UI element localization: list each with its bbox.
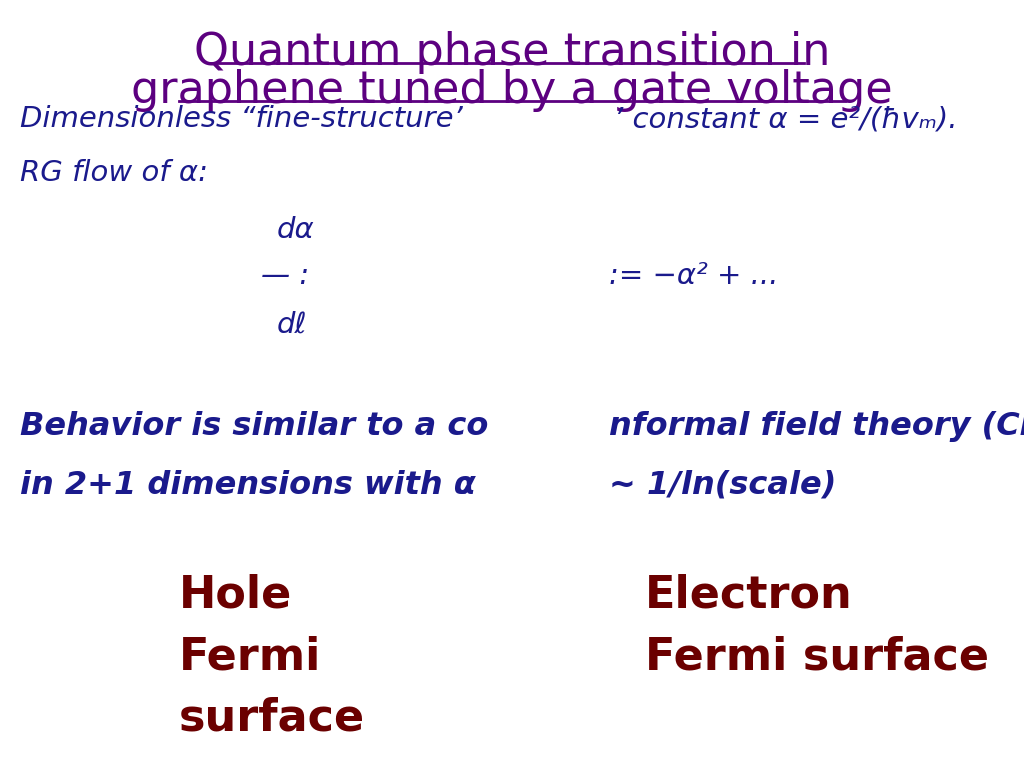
Text: graphene tuned by a gate voltage: graphene tuned by a gate voltage <box>131 69 893 112</box>
Text: in 2+1 dimensions with α: in 2+1 dimensions with α <box>20 470 476 501</box>
Text: dα: dα <box>276 217 314 244</box>
Text: Fermi surface: Fermi surface <box>645 635 989 678</box>
Text: ~ 1/ln(scale): ~ 1/ln(scale) <box>609 470 837 501</box>
Text: ’ constant α = e²/(ħvₘ).: ’ constant α = e²/(ħvₘ). <box>614 105 957 133</box>
Text: Dimensionless “fine-structure’: Dimensionless “fine-structure’ <box>20 105 463 133</box>
Text: Behavior is similar to a co: Behavior is similar to a co <box>20 411 488 442</box>
Text: — :: — : <box>261 263 309 290</box>
Text: Quantum phase transition in: Quantum phase transition in <box>194 31 830 74</box>
Text: Fermi: Fermi <box>179 635 322 678</box>
Text: Electron: Electron <box>645 574 853 617</box>
Text: RG flow of α:: RG flow of α: <box>20 159 209 187</box>
Text: nformal field theory (CFT): nformal field theory (CFT) <box>609 411 1024 442</box>
Text: Hole: Hole <box>179 574 293 617</box>
Text: dℓ: dℓ <box>276 311 307 339</box>
Text: surface: surface <box>179 697 366 740</box>
Text: := −α² + ...: := −α² + ... <box>609 263 778 290</box>
